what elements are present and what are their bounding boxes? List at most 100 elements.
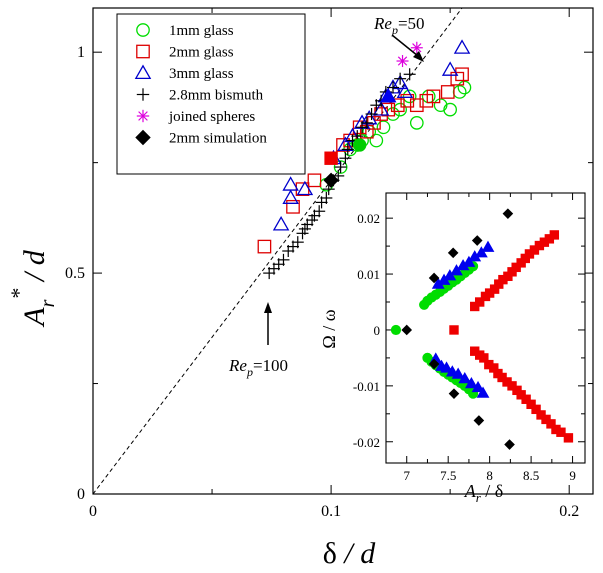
inset-data-point-square-filled xyxy=(479,353,489,363)
inset-data-point-diamond-filled xyxy=(502,208,514,219)
data-point-2-8mm-bismuth xyxy=(291,236,304,249)
data-point-2mm-glass xyxy=(440,85,455,99)
legend-marker xyxy=(136,109,150,123)
inset-data-point-circle-filled xyxy=(390,324,402,336)
inset-y-tick-label: -0.01 xyxy=(353,379,380,394)
legend-marker xyxy=(136,23,150,37)
main-tick-labels: 0 0.1 0.2 0 0.5 1 xyxy=(65,44,579,520)
main-plot-frame xyxy=(92,7,594,495)
inset-x-axis-title: Ar / δ xyxy=(464,481,504,505)
inset-data-point-triangle-filled xyxy=(481,240,495,252)
data-point-2mm-glass xyxy=(400,93,415,108)
inset-data-point-diamond-filled xyxy=(401,324,413,336)
x-tick-label: 0.2 xyxy=(559,503,579,520)
annotation-re100-arrow-head xyxy=(264,302,272,313)
data-point-2-8mm-bismuth xyxy=(403,68,416,81)
inset-data-point-triangle-filled xyxy=(458,371,472,384)
x-tick-label: 0.1 xyxy=(321,503,341,520)
data-point-2mm-glass xyxy=(307,173,322,188)
data-point-3mm-glass xyxy=(272,216,290,231)
y-tick-label: 0.5 xyxy=(65,265,85,282)
data-point-2mm-glass xyxy=(381,102,396,117)
inset-data-point-triangle-filled xyxy=(471,380,485,393)
inset-data-point-square-filled xyxy=(449,325,459,335)
data-point-2-8mm-bismuth xyxy=(320,191,333,204)
data-point-3mm-glass xyxy=(441,61,459,76)
inset-data-point-square-filled xyxy=(521,394,531,404)
inset-data-point-triangle-filled xyxy=(474,246,488,258)
legend-marker xyxy=(136,88,150,101)
data-point-1mm-glass xyxy=(386,107,400,121)
data-point-2mm-glass xyxy=(450,71,465,86)
legend-box xyxy=(116,13,306,175)
inset-ticks xyxy=(386,193,585,463)
inset-data-point-diamond-filled xyxy=(428,272,440,284)
main-data-points xyxy=(257,39,472,280)
inset-data-point-square-filled xyxy=(526,399,536,410)
inset-plot: 7 7.5 8 8.5 9 0.02 0.01 0 -0.01 -0.02 Ar / δ Ω / … xyxy=(319,192,586,505)
y-axis-title: Ar* / d xyxy=(6,249,59,327)
inset-y-axis-title: Ω / ω xyxy=(319,309,339,348)
data-point-1mm-glass xyxy=(409,116,424,130)
data-point-2-8mm-bismuth xyxy=(313,205,326,218)
data-point-circle-filled xyxy=(352,138,367,152)
data-point-3mm-glass xyxy=(282,176,299,191)
inset-y-tick-label: 0.01 xyxy=(357,267,380,282)
inset-x-tick-label: 8 xyxy=(486,468,493,483)
inset-data-point-diamond-filled xyxy=(447,247,459,259)
data-point-3mm-glass xyxy=(282,189,299,204)
inset-x-tick-label: 8.5 xyxy=(523,468,539,483)
inset-y-tick-label: 0.02 xyxy=(357,211,380,226)
inset-x-tick-label: 7.5 xyxy=(440,468,456,483)
inset-data-point-diamond-filled xyxy=(473,415,485,426)
legend-marker xyxy=(134,64,152,79)
data-point-1mm-glass xyxy=(443,102,457,117)
data-point-square-filled xyxy=(324,151,338,165)
inset-data-point-square-filled xyxy=(531,404,541,415)
data-point-2mm-glass xyxy=(419,93,434,108)
data-point-1mm-glass xyxy=(376,120,391,135)
legend-label: 2mm glass xyxy=(169,45,234,61)
inset-y-tick-label: -0.02 xyxy=(353,435,380,450)
inset-x-tick-label: 7 xyxy=(403,468,410,483)
data-point-3mm-glass xyxy=(391,74,409,90)
dashed-reference-line xyxy=(92,7,463,495)
data-point-3mm-glass xyxy=(372,101,390,116)
inset-data-point-diamond-filled xyxy=(448,388,460,399)
data-point-2-8mm-bismuth xyxy=(360,116,373,129)
data-point-3mm-glass xyxy=(296,180,314,196)
inset-data-point-diamond-filled xyxy=(428,358,440,370)
reference-line xyxy=(92,7,463,495)
inset-data-point-square-filled xyxy=(474,297,485,307)
x-tick-label: 0 xyxy=(89,503,97,520)
legend-label: 2.8mm bismuth xyxy=(169,88,264,104)
y-tick-label: 0 xyxy=(77,486,85,503)
data-point-2-8mm-bismuth xyxy=(277,253,290,266)
annotation-re50-arrow-shaft xyxy=(391,34,419,57)
inset-data-point-triangle-filled xyxy=(462,255,476,267)
inset-data-point-triangle-filled xyxy=(464,377,478,389)
legend-marker xyxy=(136,44,150,59)
data-point-2mm-glass xyxy=(455,67,469,82)
data-point-triangle-filled xyxy=(379,87,397,103)
data-point-1mm-glass xyxy=(433,98,448,113)
x-axis-title: δ / d xyxy=(323,537,376,570)
inset-x-tick-label: 9 xyxy=(569,468,576,483)
data-point-1mm-glass xyxy=(369,133,384,148)
inset-data-point-triangle-filled xyxy=(476,386,490,398)
data-point-3mm-glass xyxy=(396,83,414,98)
inset-data-point-triangle-filled xyxy=(451,367,465,379)
data-point-3mm-glass xyxy=(337,136,354,151)
data-point-joined-spheres xyxy=(396,55,409,68)
annotation-re50-arrow-head xyxy=(413,51,424,62)
data-point-3mm-glass xyxy=(360,110,378,125)
data-point-joined-spheres xyxy=(410,41,423,54)
main-ticks xyxy=(92,8,593,495)
legend-label: 3mm glass xyxy=(169,66,234,82)
data-point-1mm-glass xyxy=(402,89,417,104)
legend-label: 2mm simulation xyxy=(169,131,267,147)
data-point-2mm-simulation xyxy=(323,172,339,189)
data-point-2-8mm-bismuth xyxy=(394,72,407,85)
data-point-2mm-glass xyxy=(286,199,300,214)
